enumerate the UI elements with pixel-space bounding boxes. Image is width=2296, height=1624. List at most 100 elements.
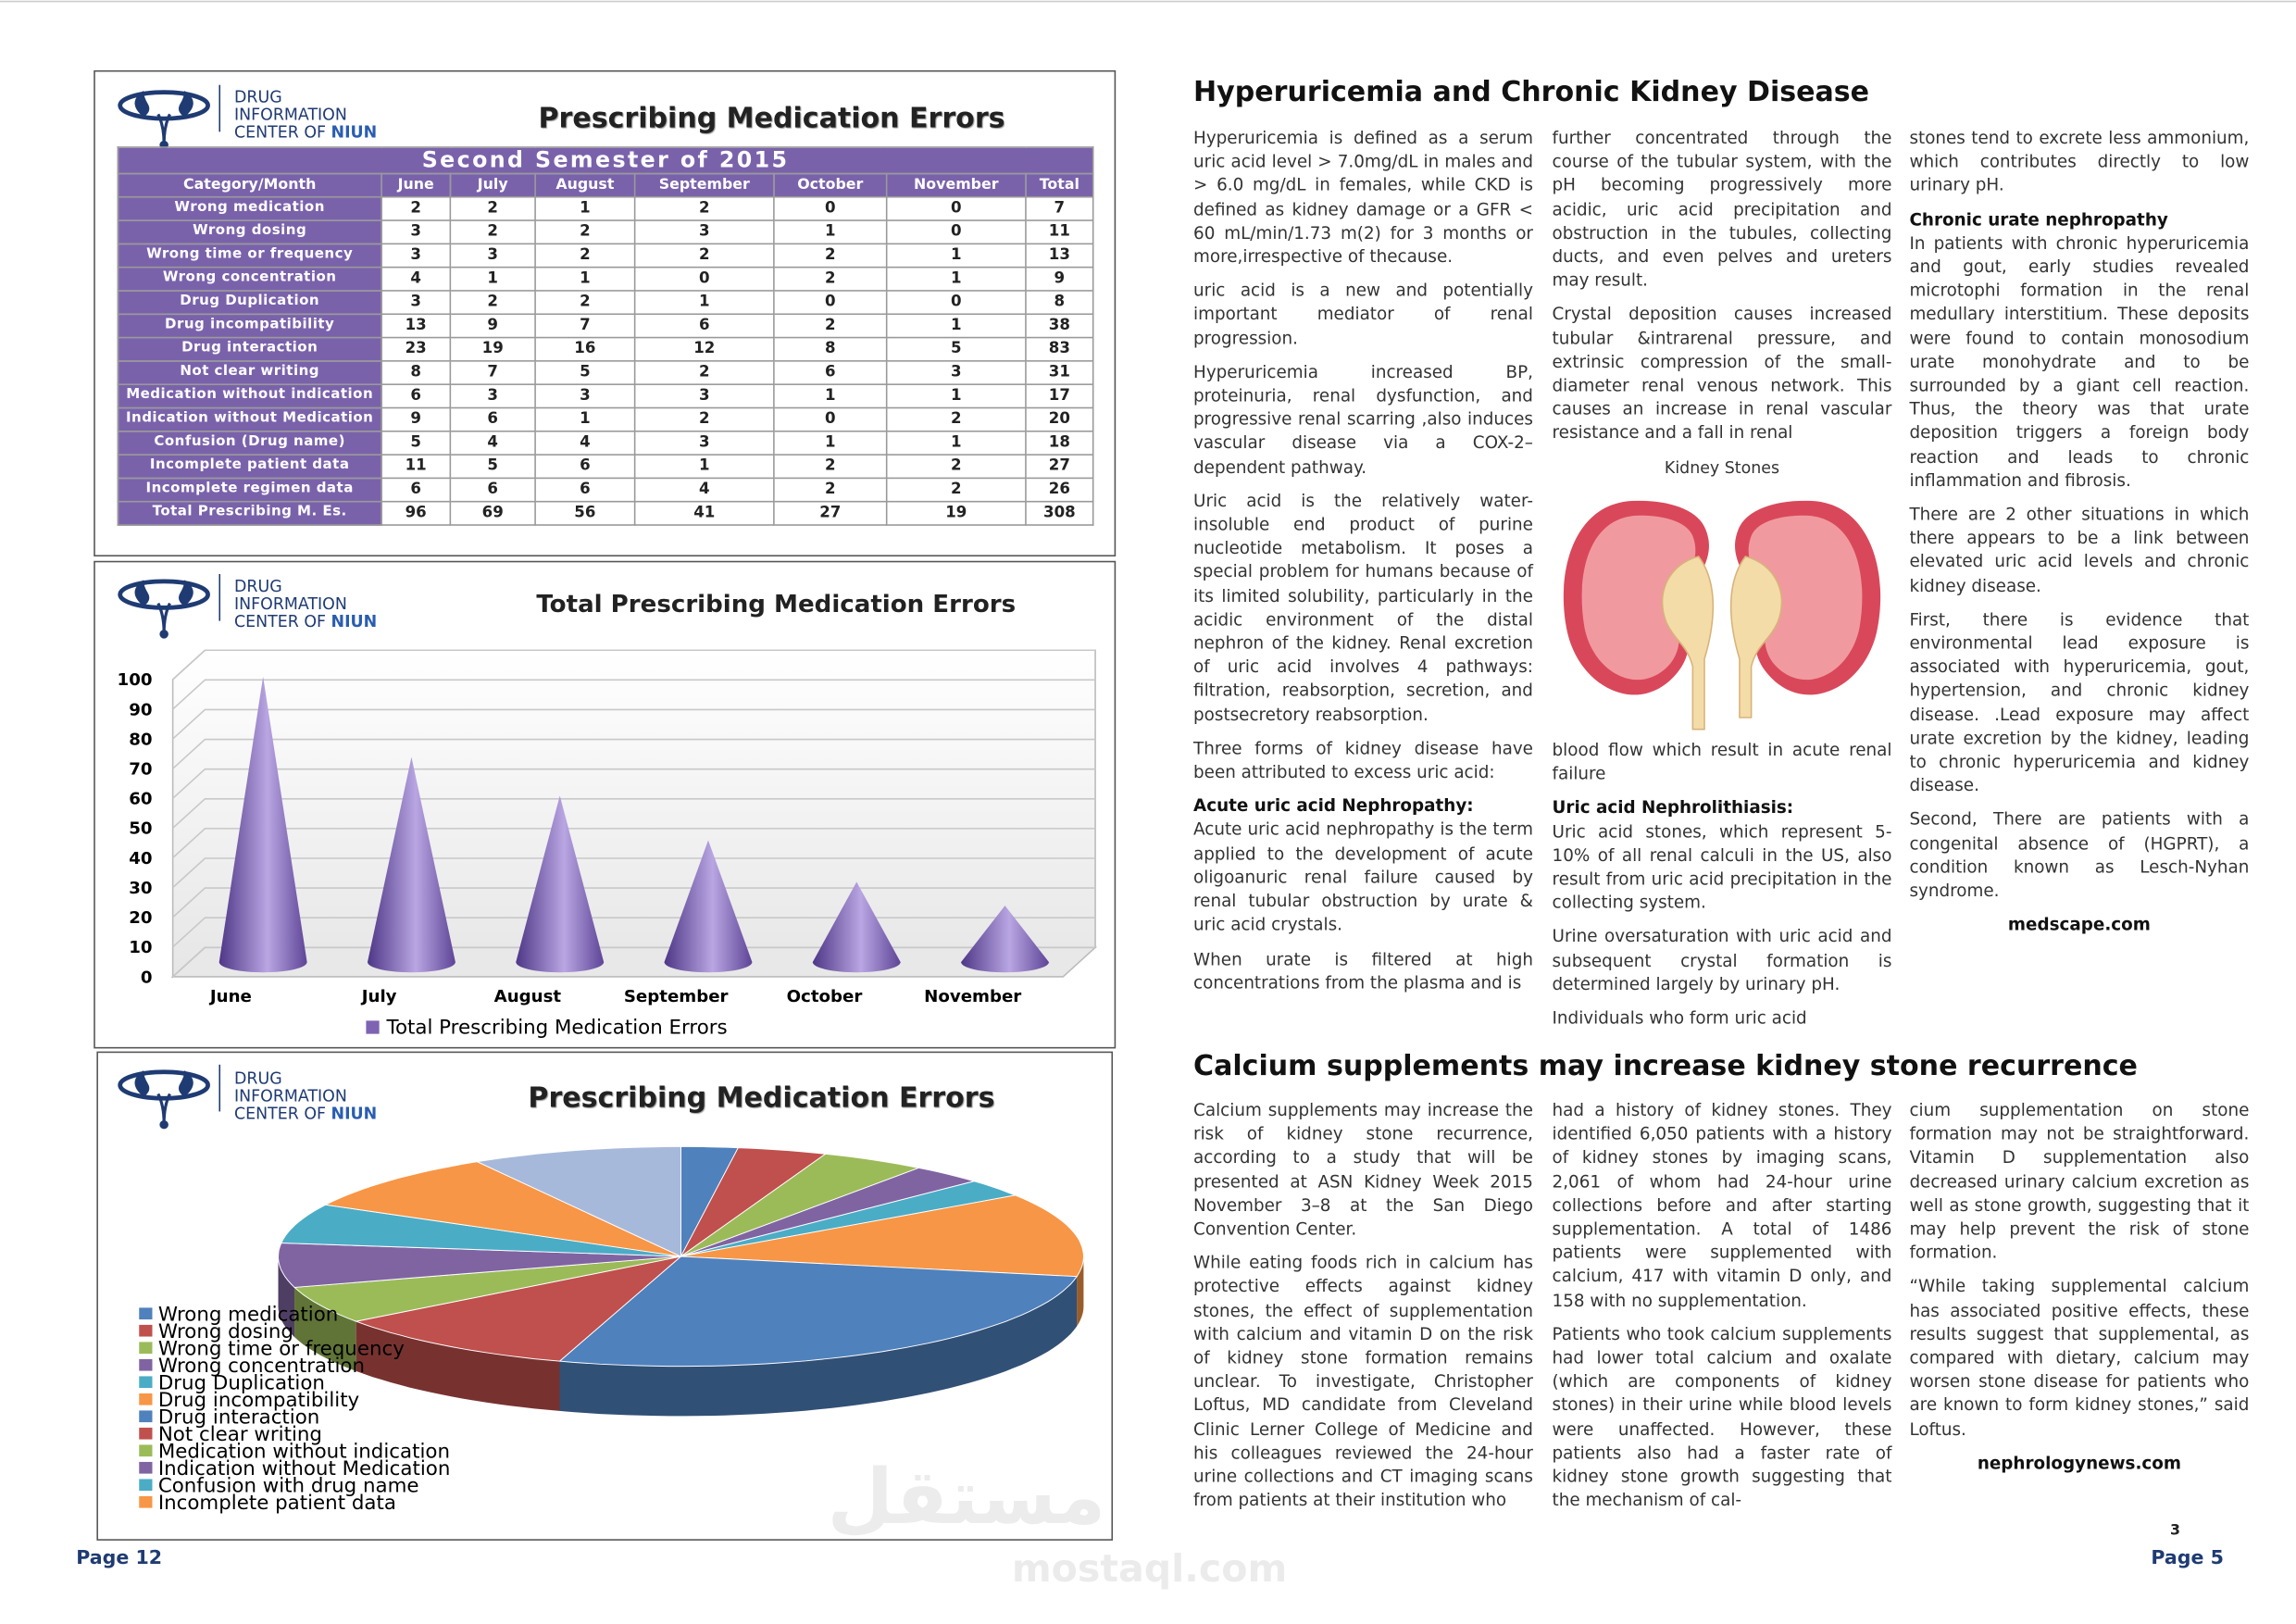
table-header-cell: Category/Month <box>117 172 382 198</box>
table-cell: 5 <box>885 336 1027 362</box>
table-row: Indication without Medication 9 6 1 2 0 2 20 <box>117 406 1094 432</box>
table-header-cell: November <box>885 172 1027 198</box>
legend-label: Drug Duplication <box>158 1372 325 1395</box>
paragraph: Uric acid is the relatively water-insolu… <box>1193 490 1533 725</box>
table-cell: 7 <box>534 313 636 339</box>
table-cell: 2 <box>381 195 452 221</box>
subheading: Chronic urate nephropathy <box>1909 208 2168 230</box>
table-cell: 0 <box>885 195 1027 221</box>
logo-line: DRUG <box>234 89 282 107</box>
table-cell: 2 <box>885 406 1027 432</box>
y-tick-label: 20 <box>129 908 152 928</box>
paragraph: “While taking supplemental calcium has a… <box>1909 1276 2250 1440</box>
table-subtitle-row: Second Semester of 2015 <box>117 146 1094 175</box>
chart-title: Total Prescribing Medication Errors <box>536 591 1016 618</box>
table-cell: 11 <box>381 454 452 480</box>
pie-slice <box>680 1153 921 1257</box>
logo-highlight: NIUN <box>331 1105 378 1123</box>
kidney-cortex <box>1581 515 1696 680</box>
table-cell: 4 <box>633 477 775 503</box>
pie-slice <box>354 1255 683 1362</box>
row-label: Drug interaction <box>117 336 382 362</box>
table-cell: 0 <box>885 290 1027 316</box>
table-cell: 6 <box>534 477 636 503</box>
table-cell: 1 <box>449 266 536 292</box>
y-tick-label: 0 <box>141 968 153 987</box>
row-label: Drug incompatibility <box>117 313 382 339</box>
table-row: Wrong time or frequency 3 3 2 2 2 1 13 <box>117 243 1094 269</box>
table-cell: 38 <box>1025 313 1094 339</box>
pie-slice <box>558 1255 1079 1368</box>
table-cell: 0 <box>773 290 888 316</box>
table-cell: 4 <box>381 266 452 292</box>
table-cell: 13 <box>1025 243 1094 269</box>
pie-slice <box>323 1161 681 1257</box>
table-cell: 18 <box>1025 430 1094 456</box>
table-cell: 3 <box>633 430 775 456</box>
pie-side <box>278 1256 295 1338</box>
legend-swatch <box>139 1324 153 1337</box>
grid-line <box>172 857 1096 889</box>
pie-side <box>356 1321 560 1411</box>
table-title: Prescribing Medication Errors <box>538 103 1004 135</box>
grid-line <box>172 797 1096 829</box>
table-cell: 3 <box>534 383 636 409</box>
paragraph: Individuals who form uric acid <box>1552 1007 1807 1029</box>
table-cell: 2 <box>534 243 636 269</box>
paragraph: In patients with chronic hyperuricemia a… <box>1909 232 2250 491</box>
table-cell: 2 <box>633 406 775 432</box>
table-cell: 6 <box>449 406 536 432</box>
table-row: Wrong medication 2 2 1 2 0 0 7 <box>117 195 1094 221</box>
legend-swatch <box>139 1479 153 1492</box>
text-column: stones tend to excrete less ammonium, wh… <box>1909 126 2249 947</box>
figure-caption: Kidney Stones <box>1664 457 1780 478</box>
legend-swatch <box>139 1358 153 1371</box>
legend-label: Confusion with drug name <box>158 1475 419 1498</box>
kidney-pelvis <box>1661 555 1715 731</box>
table-cell: 6 <box>534 454 636 480</box>
table-cell: 8 <box>773 336 888 362</box>
row-label: Wrong time or frequency <box>117 243 382 269</box>
floor <box>170 946 1098 978</box>
logo-highlight: NIUN <box>331 613 378 631</box>
table-cell: 2 <box>773 243 888 269</box>
paragraph: uric acid is a new and potentially impor… <box>1193 280 1533 348</box>
paragraph: When urate is filtered at high concentra… <box>1193 948 1533 993</box>
chart-title: Prescribing Medication Errors <box>528 1082 994 1115</box>
table-cell: 1 <box>633 454 775 480</box>
row-label: Total Prescribing M. Es. <box>117 500 382 526</box>
cone <box>812 881 901 973</box>
table-cell: 1 <box>773 219 888 245</box>
cone <box>367 756 455 973</box>
x-tick-label: June <box>208 987 252 1006</box>
logo-line: INFORMATION <box>234 1087 347 1106</box>
table-cell: 12 <box>633 336 775 362</box>
folio: 3 <box>2169 1522 2180 1540</box>
table-cell: 6 <box>381 383 452 409</box>
y-tick-label: 10 <box>129 938 152 957</box>
table-cell: 2 <box>534 290 636 316</box>
table-row: Drug Duplication 3 2 2 1 0 0 8 <box>117 290 1094 316</box>
table-cell: 6 <box>773 360 888 385</box>
grid-line <box>172 768 1096 799</box>
table-cell: 16 <box>534 336 636 362</box>
paragraph: Urine oversaturation with uric acid and … <box>1552 926 1892 994</box>
table-cell: 8 <box>1025 290 1094 316</box>
pie-slice <box>680 1194 1084 1278</box>
logo-icon <box>120 1065 220 1130</box>
legend-label: Wrong time or frequency <box>158 1338 405 1361</box>
pie-slice <box>680 1181 1017 1257</box>
article-title: Calcium supplements may increase kidney … <box>1193 1050 2138 1082</box>
data-table: Second Semester of 2015 Category/Month Ju… <box>117 146 1094 526</box>
logo-icon <box>120 574 220 639</box>
table-body: Second Semester of 2015 Category/Month Ju… <box>117 146 1094 526</box>
watermark: مستقل <box>828 1454 1106 1542</box>
paragraph: Hyperuricemia increased BP, proteinuria,… <box>1193 361 1533 478</box>
table-cell: 7 <box>449 360 536 385</box>
y-tick-label: 60 <box>129 790 152 809</box>
row-label: Confusion (Drug name) <box>117 430 382 456</box>
table-cell: 2 <box>449 290 536 316</box>
paragraph: Acute uric acid nephropathy is the term … <box>1193 818 1533 935</box>
source: medscape.com <box>2007 914 2151 935</box>
table-cell: 2 <box>534 219 636 245</box>
